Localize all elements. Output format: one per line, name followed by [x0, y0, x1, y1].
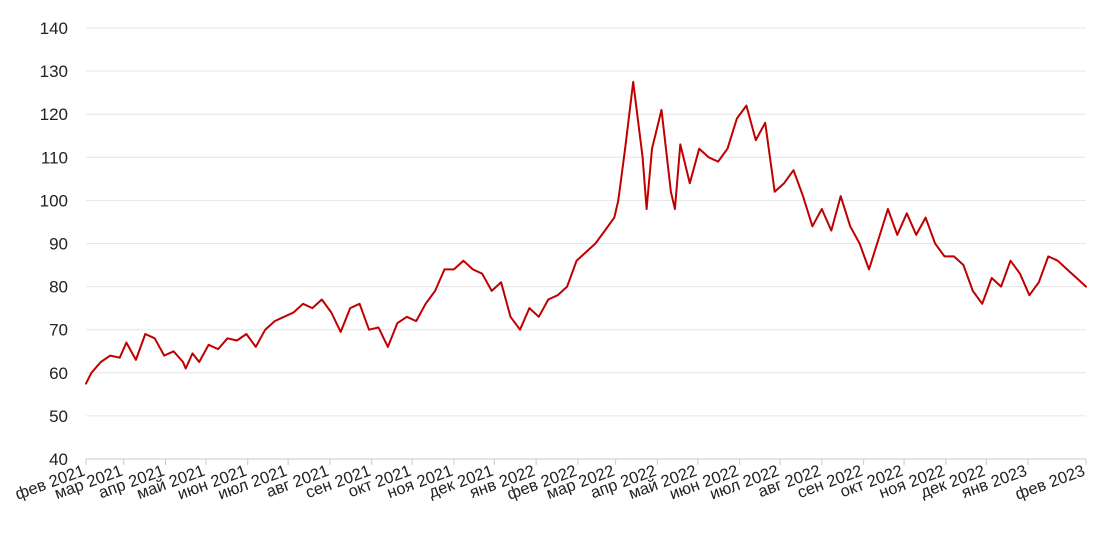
y-tick-label-110: 110: [41, 148, 68, 167]
y-axis-tick-labels: 40 50 60 70 80 90 100 110 120 130 140: [40, 19, 68, 469]
y-tick-label-100: 100: [40, 191, 68, 210]
y-tick-label-50: 50: [49, 407, 68, 426]
gridlines: [86, 27, 1086, 417]
y-tick-label-40: 40: [49, 450, 68, 469]
y-tick-label-90: 90: [49, 235, 68, 254]
y-tick-label-120: 120: [40, 105, 68, 124]
series-layer: [85, 80, 1087, 385]
y-tick-label-130: 130: [40, 62, 68, 81]
y-tick-label-70: 70: [49, 321, 68, 340]
y-tick-label-140: 140: [40, 19, 68, 38]
y-tick-label-60: 60: [49, 364, 68, 383]
y-tick-label-80: 80: [49, 278, 68, 297]
series-line-0: [85, 80, 1087, 385]
